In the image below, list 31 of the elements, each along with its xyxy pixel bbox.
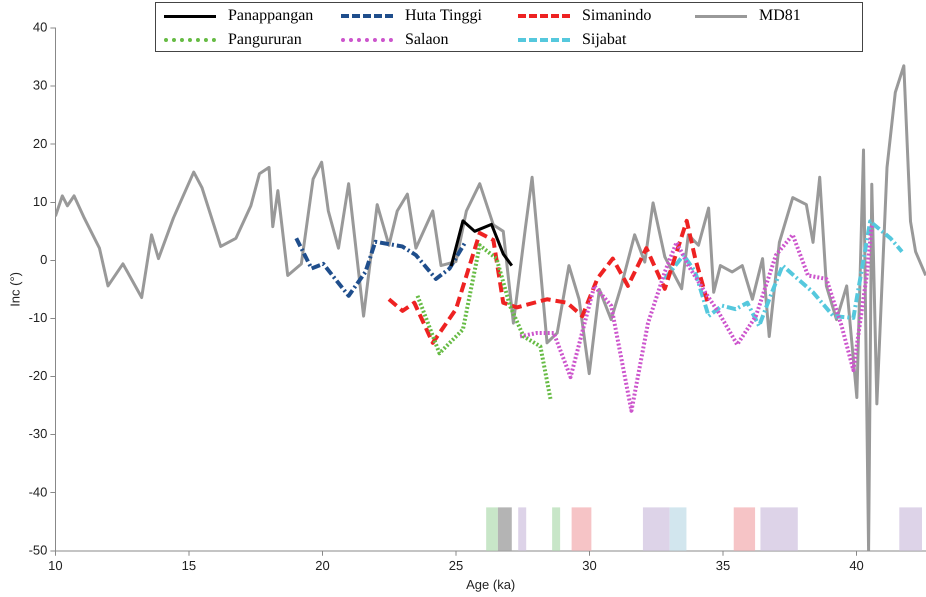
- y-tick-label: 20: [32, 136, 48, 151]
- x-axis-title: Age (ka): [466, 576, 516, 592]
- line-series: [416, 243, 553, 402]
- y-tick-label: -30: [28, 426, 48, 442]
- x-tick-label: 30: [582, 558, 597, 574]
- x-tick-label: 10: [48, 558, 63, 574]
- y-tick-label: -50: [28, 542, 48, 558]
- x-tick-label: 40: [849, 558, 864, 574]
- y-tick-label: 10: [32, 194, 48, 209]
- y-tick-label: -10: [28, 310, 48, 326]
- y-tick-label: 0: [40, 252, 48, 267]
- legend-label: MD81: [759, 7, 801, 25]
- x-tick-label: 35: [716, 558, 730, 574]
- legend-label: Sijabat: [582, 31, 626, 49]
- legend-label: Pangururan: [228, 31, 302, 49]
- y-axis-title: Inc (°): [7, 272, 22, 307]
- line-series: [518, 222, 874, 413]
- x-tick-label: 15: [182, 558, 196, 574]
- x-tick-label: 25: [448, 558, 464, 574]
- line-series: [386, 218, 711, 345]
- line-series: [662, 219, 904, 328]
- x-tick-label: 20: [315, 558, 330, 574]
- y-tick-label: 30: [32, 78, 48, 93]
- legend-label: Panappangan: [228, 7, 314, 25]
- y-tick-label: -20: [28, 368, 48, 384]
- legend-label: Huta Tinggi: [405, 7, 482, 25]
- legend-label: Salaon: [405, 31, 449, 49]
- legend-label: Simanindo: [582, 7, 652, 25]
- line-series: [294, 236, 467, 298]
- y-tick-label: 40: [32, 20, 48, 35]
- y-tick-label: -40: [28, 484, 48, 500]
